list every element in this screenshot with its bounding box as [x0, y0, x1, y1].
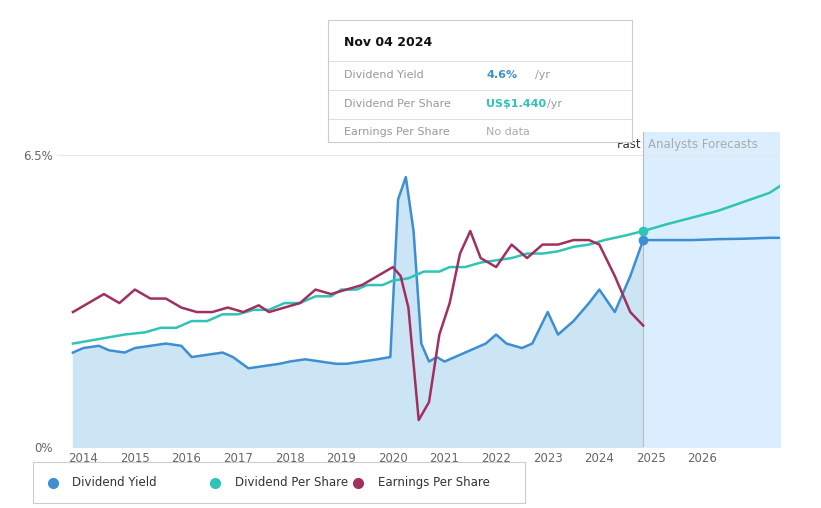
Text: Earnings Per Share: Earnings Per Share — [378, 476, 489, 489]
Text: Dividend Per Share: Dividend Per Share — [344, 100, 451, 109]
Text: Dividend Yield: Dividend Yield — [72, 476, 157, 489]
Text: Dividend Yield: Dividend Yield — [344, 70, 424, 80]
Text: /yr: /yr — [535, 70, 550, 80]
Text: /yr: /yr — [547, 100, 562, 109]
Text: Analysts Forecasts: Analysts Forecasts — [649, 138, 759, 151]
Text: Earnings Per Share: Earnings Per Share — [344, 128, 449, 138]
Text: Dividend Per Share: Dividend Per Share — [235, 476, 348, 489]
Bar — [643, 132, 780, 447]
Text: 4.6%: 4.6% — [486, 70, 517, 80]
Text: Nov 04 2024: Nov 04 2024 — [344, 36, 432, 49]
Text: No data: No data — [486, 128, 530, 138]
Text: Past: Past — [617, 138, 642, 151]
Text: US$1.440: US$1.440 — [486, 100, 547, 109]
